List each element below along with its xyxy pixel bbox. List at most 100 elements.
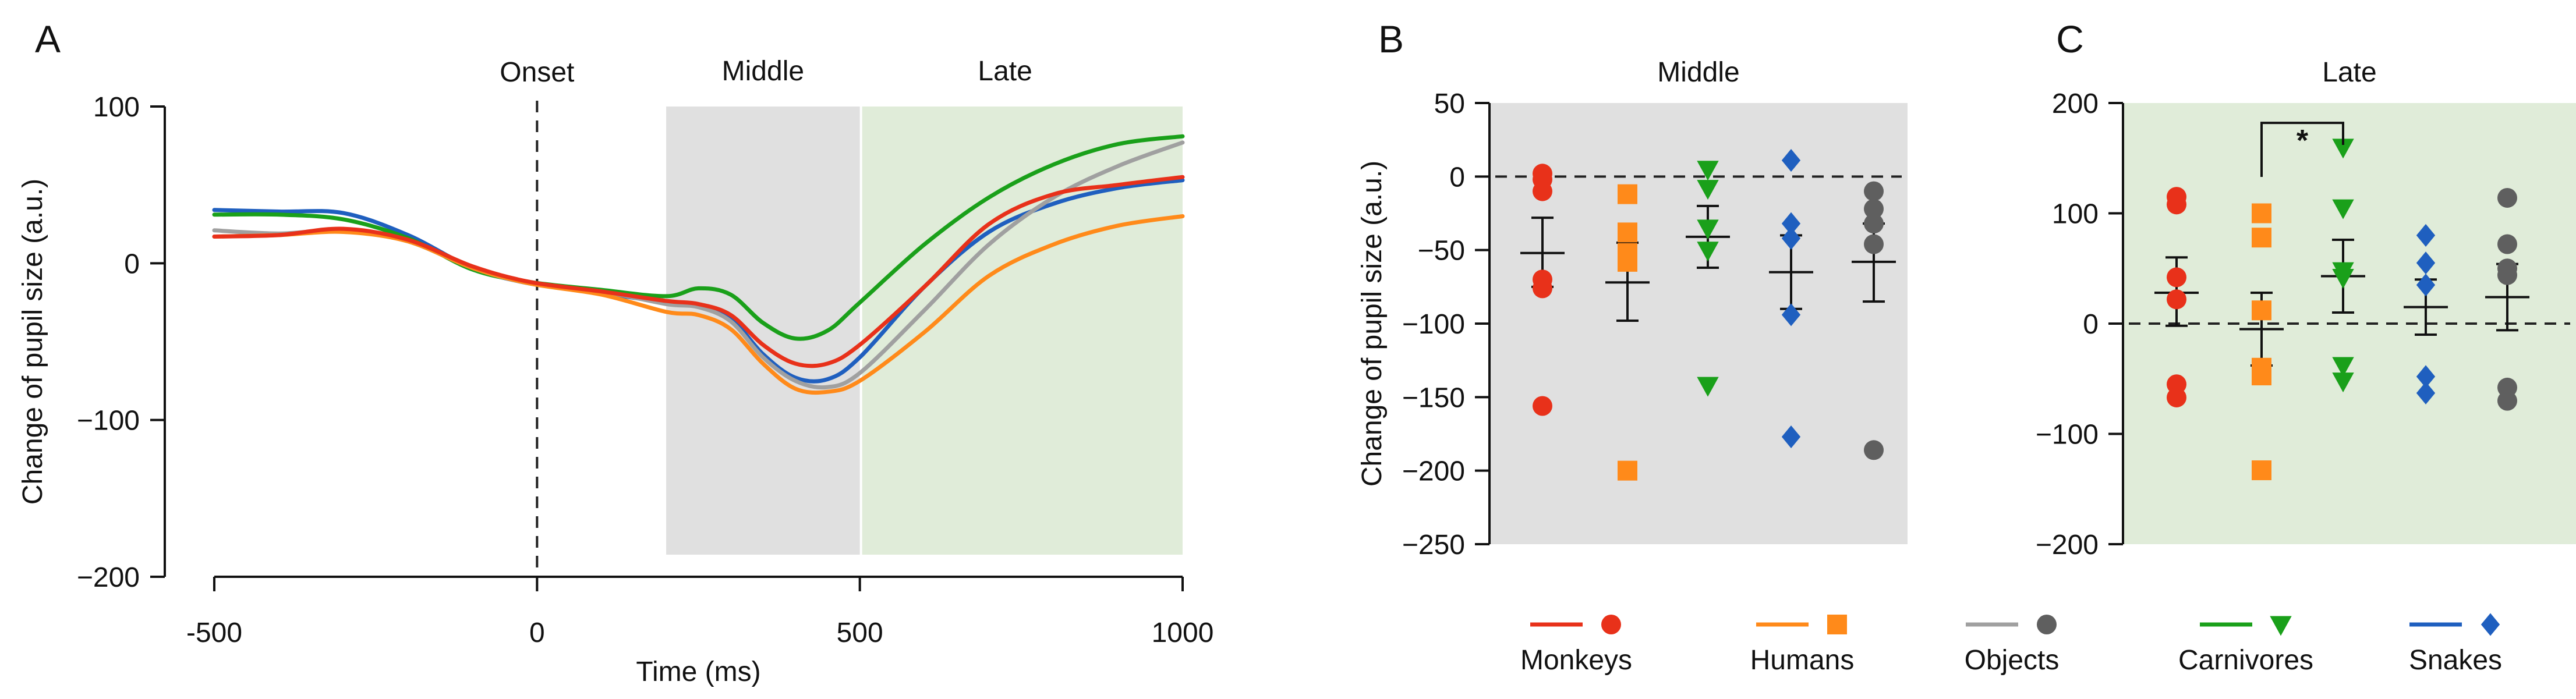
panel-b-title: Middle — [1657, 57, 1739, 88]
group-humans — [2239, 203, 2284, 481]
point-snakes — [2416, 251, 2436, 275]
panel-c-y-tick-label: 100 — [2052, 199, 2099, 230]
legend-label-humans: Humans — [1750, 645, 1855, 676]
point-monkeys — [2167, 387, 2186, 407]
panel-c-title: Late — [2322, 57, 2376, 88]
point-objects — [1864, 234, 1884, 254]
point-snakes — [1781, 212, 1801, 235]
significance-bracket — [2260, 122, 2344, 177]
legend-marker-monkeys — [1601, 615, 1621, 634]
group-snakes — [2404, 223, 2448, 405]
group-objects — [1852, 181, 1896, 460]
point-monkeys — [2167, 194, 2186, 215]
point-snakes — [2416, 381, 2436, 405]
group-carnivores — [2321, 139, 2365, 393]
legend-item-objects: Objects — [1965, 615, 2060, 676]
legend-label-carnivores: Carnivores — [2178, 645, 2313, 676]
group-humans — [1605, 184, 1650, 481]
point-humans — [2252, 228, 2271, 248]
point-carnivores — [1697, 219, 1719, 240]
panel-a-x-tick-label: 1000 — [1152, 618, 1214, 648]
point-monkeys — [1533, 181, 1552, 201]
panel-a-x-tick-label: 0 — [529, 618, 545, 648]
group-snakes — [1769, 148, 1813, 449]
panel-a-x-axis-label: Time (ms) — [636, 657, 760, 687]
panel-b-y-tick-label: 0 — [1449, 162, 1465, 193]
panel-a-y-tick-label: 100 — [93, 92, 140, 123]
panel-a-y-tick-label: 0 — [124, 249, 140, 279]
onset-label: Onset — [500, 57, 574, 88]
panel-a-label: A — [35, 17, 61, 61]
point-carnivores — [1697, 161, 1719, 181]
panel-b-y-tick-label: 50 — [1434, 88, 1465, 119]
point-snakes — [2416, 274, 2436, 297]
curve-monkeys — [212, 175, 1185, 368]
panel-c-label: C — [2056, 17, 2084, 61]
point-monkeys — [1533, 278, 1552, 299]
panel-c-y-tick-label: −100 — [2036, 420, 2099, 450]
point-objects — [2497, 234, 2517, 254]
significance-star: * — [2297, 124, 2309, 158]
group-monkeys — [1520, 164, 1565, 416]
panel-b-y-tick-label: −250 — [1402, 530, 1465, 560]
legend-marker-snakes — [2481, 613, 2500, 636]
point-snakes — [1781, 425, 1801, 449]
point-snakes — [2416, 223, 2436, 247]
group-monkeys — [2154, 187, 2199, 407]
legend-label-snakes: Snakes — [2409, 645, 2502, 676]
point-carnivores — [2332, 357, 2354, 377]
point-humans — [1618, 184, 1637, 204]
point-carnivores — [2332, 372, 2354, 393]
point-objects — [1864, 198, 1884, 219]
panel-a-y-axis-label: Change of pupil size (a.u.) — [17, 179, 48, 505]
point-snakes — [1781, 303, 1801, 327]
panel-c-y-tick-label: −200 — [2036, 530, 2099, 560]
legend-marker-objects — [2037, 615, 2057, 634]
point-humans — [2252, 203, 2271, 223]
panel-c-y-tick-label: 0 — [2083, 309, 2099, 340]
legend-label-objects: Objects — [1965, 645, 2060, 676]
legend-item-monkeys: Monkeys — [1520, 615, 1632, 676]
panel-b-label: B — [1378, 17, 1404, 61]
legend-label-monkeys: Monkeys — [1520, 645, 1632, 676]
panel-c-y-tick-label: 200 — [2052, 88, 2099, 119]
panel-a-x-tick-label: 500 — [837, 618, 883, 648]
point-monkeys — [2167, 267, 2186, 288]
point-carnivores — [2332, 139, 2354, 159]
point-carnivores — [2332, 199, 2354, 219]
point-carnivores — [1697, 377, 1719, 397]
legend-item-humans: Humans — [1750, 615, 1855, 676]
panel-b-y-tick-label: −100 — [1402, 309, 1465, 340]
panel-a-y-tick-label: −200 — [77, 562, 140, 593]
panel-b-y-axis-label: Change of pupil size (a.u.) — [1357, 161, 1388, 487]
point-objects — [2497, 265, 2517, 285]
point-humans — [1618, 460, 1637, 481]
point-objects — [1864, 440, 1884, 460]
panel-a-x-tick-label: -500 — [186, 618, 242, 648]
point-humans — [2252, 460, 2271, 481]
panel-a-y-tick-label: −100 — [77, 406, 140, 437]
group-carnivores — [1686, 161, 1730, 397]
point-humans — [2252, 366, 2271, 386]
panel-b-y-tick-label: −200 — [1402, 456, 1465, 487]
curve-snakes — [212, 178, 1185, 384]
point-monkeys — [2167, 289, 2186, 310]
legend: Monkeys Humans Objects Carnivores Snakes — [1520, 613, 2502, 676]
panel-b-y-tick-label: −50 — [1418, 236, 1465, 267]
legend-marker-carnivores — [2270, 616, 2292, 636]
point-carnivores — [2332, 268, 2354, 289]
legend-marker-humans — [1827, 615, 1847, 634]
point-objects — [1864, 214, 1884, 234]
panel-b-middle-window: B Middle 50 0 −50 −100 −150 −200 −250 Change of p… — [1357, 17, 1908, 560]
late-label: Late — [978, 56, 1032, 87]
point-humans — [1618, 251, 1637, 272]
group-objects — [2485, 187, 2529, 411]
legend-item-carnivores: Carnivores — [2178, 616, 2313, 676]
point-humans — [1618, 222, 1637, 243]
point-snakes — [1781, 148, 1801, 172]
point-snakes — [1781, 226, 1801, 250]
point-snakes — [2416, 365, 2436, 388]
panel-b-background — [1489, 103, 1908, 544]
